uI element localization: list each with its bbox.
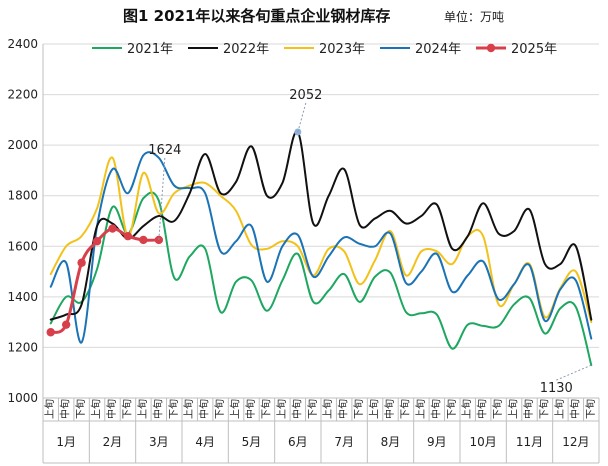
x-tick-label: 下旬 [259,399,272,419]
x-tick-label: 中旬 [476,399,489,419]
x-tick-label: 上旬 [43,399,56,419]
legend-label: 2024年 [415,42,461,57]
x-axis: 上旬 中旬 下旬 上旬 中旬 下旬 上旬 中旬 下旬 上旬 中旬 下旬 上旬 中旬 下旬 上旬 中旬 下旬 上旬 中旬… [42,397,600,464]
series-point-2025 [77,258,86,267]
month-label: 9月 [427,435,447,449]
series-line-2024 [49,151,593,344]
month-label: 1月 [56,435,76,449]
annotation-label: 2052 [289,88,322,103]
x-tick-label: 中旬 [244,399,257,419]
x-tick-label: 下旬 [74,399,87,419]
x-tick-label: 上旬 [507,399,520,419]
annotation-leader [297,102,307,133]
x-tick-label: 下旬 [167,399,180,419]
series-line-2021 [49,191,593,367]
x-tick-label: 下旬 [213,399,226,419]
chart-title: 图1 2021年以来各旬重点企业钢材库存 [123,7,390,25]
month-label: 11月 [516,435,543,449]
series-point-2025 [92,237,102,246]
annotation-label: 1624 [148,143,181,158]
y-tick-label: 1400 [7,290,38,304]
legend-label: 2025年 [511,42,557,57]
legend-label: 2023年 [319,42,365,57]
x-tick-label: 中旬 [105,399,118,419]
x-tick-label: 上旬 [275,399,288,419]
month-label: 4月 [195,435,215,449]
x-tick-label: 中旬 [337,399,350,419]
month-label: 2月 [103,435,123,449]
x-tick-label: 上旬 [229,399,242,419]
month-label: 6月 [288,435,308,449]
annotation-leader [556,364,592,381]
y-tick-label: 2000 [7,138,38,152]
x-tick-label: 中旬 [568,399,581,419]
x-tick-label: 上旬 [182,399,195,419]
month-label: 12月 [562,435,589,449]
y-tick-label: 2400 [7,37,38,51]
x-tick-label: 中旬 [290,399,303,419]
x-tick-label: 中旬 [522,399,535,419]
legend-label: 2022年 [223,42,269,57]
annotation-leader [158,157,166,241]
month-label: 7月 [334,435,354,449]
x-tick-label: 下旬 [306,399,319,419]
annotation-point [294,128,302,136]
x-tick-label: 上旬 [460,399,473,419]
x-tick-label: 上旬 [321,399,334,419]
x-tick-label: 上旬 [136,399,149,419]
grid [43,43,599,399]
x-tick-label: 上旬 [368,399,381,419]
x-tick-label: 下旬 [120,399,133,419]
x-tick-label: 上旬 [553,399,566,419]
y-tick-label: 1000 [7,391,38,405]
x-tick-label: 中旬 [429,399,442,419]
series-point-2025 [61,320,71,329]
x-tick-label: 上旬 [414,399,427,419]
x-tick-label: 中旬 [198,399,211,419]
month-label: 5月 [242,435,262,449]
series-point-2025 [139,235,148,245]
x-tick-label: 中旬 [383,399,396,419]
legend: 2021年 2022年 2023年 2024年 2025年 [92,42,557,57]
series-point-2025 [154,235,164,245]
series-point-2025 [123,231,133,241]
y-tick-label: 1600 [7,239,38,253]
y-tick-label: 1200 [7,340,38,354]
x-tick-label: 下旬 [537,399,550,419]
legend-label: 2021年 [127,42,173,57]
x-tick-label: 下旬 [352,399,365,419]
y-tick-label: 1800 [7,189,38,203]
annotations: 1624 2052 1130 [148,88,592,396]
series-line-2022 [49,130,593,321]
x-tick-label: 中旬 [151,399,164,419]
series-layer [46,130,593,367]
month-label: 8月 [381,435,401,449]
series-line-2023 [49,156,593,324]
y-axis: 1000 1200 1400 1600 1800 2000 2200 2400 [7,37,44,405]
y-tick-label: 2200 [7,88,38,102]
x-tick-label: 下旬 [491,399,504,419]
annotation-label: 1130 [540,381,573,396]
unit-label: 单位：万吨 [444,9,504,24]
x-tick-label: 下旬 [584,399,597,419]
legend-marker-2025 [486,43,496,53]
x-tick-label: 下旬 [445,399,458,419]
series-point-2025 [108,224,117,233]
x-tick-label: 上旬 [90,399,103,419]
month-label: 10月 [470,435,497,449]
x-tick-label: 下旬 [398,399,411,419]
series-point-2025 [46,328,55,337]
x-tick-label: 中旬 [59,399,72,419]
month-label: 3月 [149,435,169,449]
